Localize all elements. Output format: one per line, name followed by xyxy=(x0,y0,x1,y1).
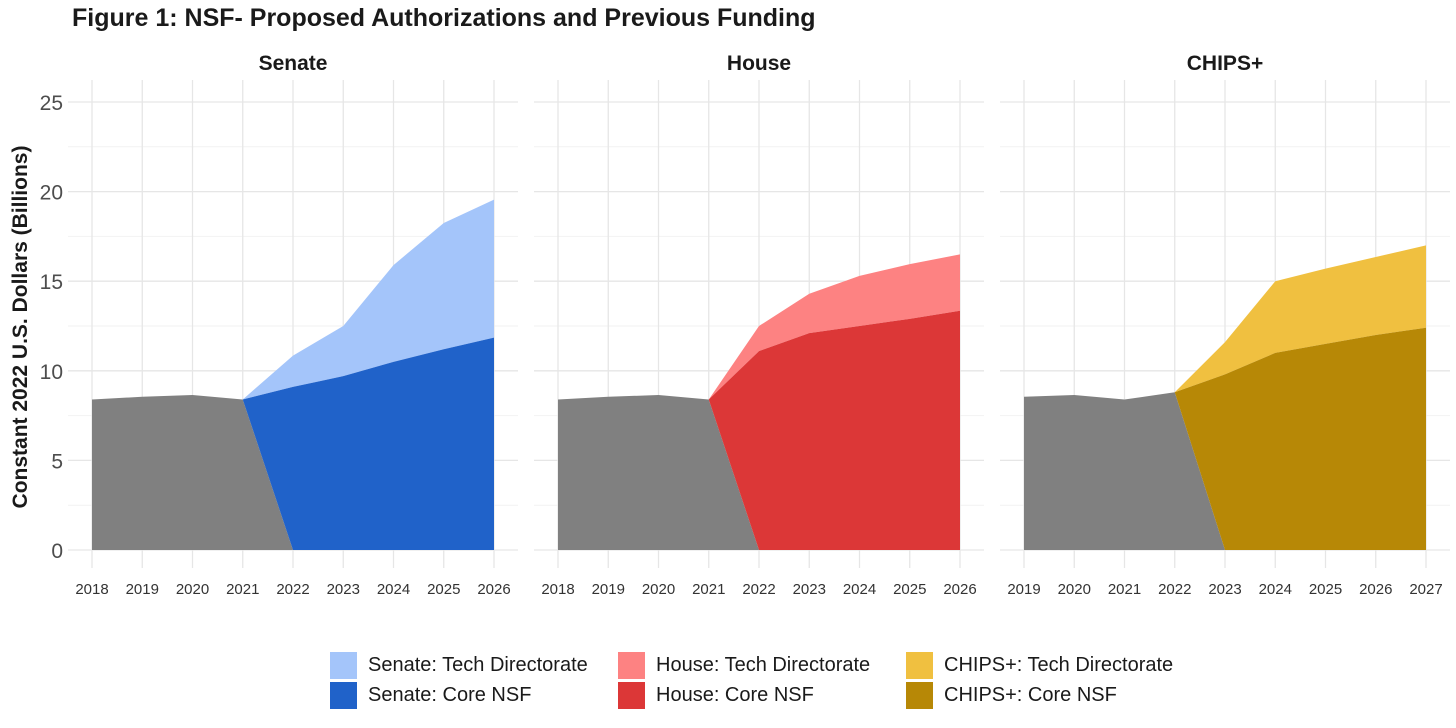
panel-title: CHIPS+ xyxy=(1187,52,1263,75)
x-tick-label: 2023 xyxy=(327,581,360,598)
legend-swatch xyxy=(330,651,357,679)
legend-label: CHIPS+: Tech Directorate xyxy=(944,653,1174,676)
legend-swatch xyxy=(618,681,645,709)
tech-directorate-area xyxy=(1174,245,1426,393)
panel-0: Senate 2018 2019 2020 2021 2022 2023 2024 2025 20… xyxy=(68,52,518,598)
previous-funding-area xyxy=(1024,392,1225,550)
tech-directorate-area xyxy=(708,254,960,400)
x-tick-label: 2025 xyxy=(1309,581,1342,598)
x-tick-label: 2019 xyxy=(126,581,159,598)
legend-item-chips-tech: CHIPS+: Tech Directorate xyxy=(906,651,1206,679)
figure-title: Figure 1: NSF- Proposed Authorizations a… xyxy=(72,4,816,32)
y-tick-label: 0 xyxy=(51,540,63,563)
x-tick-label: 2024 xyxy=(1259,581,1292,598)
y-axis-label: Constant 2022 U.S. Dollars (Billions) xyxy=(9,146,32,509)
x-tick-label: 2021 xyxy=(1108,581,1141,598)
legend-swatch xyxy=(906,651,933,679)
y-tick-label: 20 xyxy=(40,182,63,205)
legend-swatch xyxy=(906,681,933,709)
legend-item-chips-core: CHIPS+: Core NSF xyxy=(906,681,1206,709)
x-tick-label: 2022 xyxy=(276,581,309,598)
y-tick-label: 10 xyxy=(40,361,63,384)
panel-title: Senate xyxy=(259,52,328,75)
core-nsf-area xyxy=(708,310,960,550)
previous-funding-area xyxy=(92,394,293,550)
legend-item-senate-core: Senate: Core NSF xyxy=(330,681,618,709)
x-tick-label: 2020 xyxy=(176,581,209,598)
panel-title: House xyxy=(727,52,791,75)
legend-item-senate-tech: Senate: Tech Directorate xyxy=(330,651,618,679)
legend-label: Senate: Tech Directorate xyxy=(368,653,588,676)
x-tick-label: 2025 xyxy=(893,581,926,598)
legend-label: CHIPS+: Core NSF xyxy=(944,683,1117,706)
x-tick-label: 2020 xyxy=(642,581,675,598)
x-tick-label: 2018 xyxy=(75,581,108,598)
x-tick-label: 2024 xyxy=(377,581,410,598)
previous-funding-area xyxy=(558,394,759,550)
x-tick-label: 2026 xyxy=(1359,581,1392,598)
x-tick-label: 2026 xyxy=(943,581,976,598)
x-tick-label: 2024 xyxy=(843,581,876,598)
x-tick-label: 2025 xyxy=(427,581,460,598)
x-tick-label: 2022 xyxy=(742,581,775,598)
legend-label: Senate: Core NSF xyxy=(368,683,532,706)
panel-1: House 2018 2019 2020 2021 2022 2023 2024 2025 202… xyxy=(534,52,984,598)
x-tick-label: 2020 xyxy=(1058,581,1091,598)
x-tick-label: 2019 xyxy=(592,581,625,598)
legend-item-house-core: House: Core NSF xyxy=(618,681,906,709)
y-tick-label: 15 xyxy=(40,271,63,294)
x-tick-label: 2023 xyxy=(793,581,826,598)
core-nsf-area xyxy=(1174,327,1426,550)
x-tick-label: 2021 xyxy=(692,581,725,598)
x-tick-label: 2021 xyxy=(226,581,259,598)
legend-swatch xyxy=(618,651,645,679)
legend-swatch xyxy=(330,681,357,709)
panel-2: CHIPS+ 2019 2020 2021 2022 2023 2024 2025 2026 20… xyxy=(1000,52,1450,598)
x-tick-label: 2023 xyxy=(1208,581,1241,598)
x-tick-label: 2019 xyxy=(1007,581,1040,598)
legend-item-house-tech: House: Tech Directorate xyxy=(618,651,906,679)
x-tick-label: 2027 xyxy=(1409,581,1442,598)
legend-label: House: Tech Directorate xyxy=(656,653,871,676)
y-tick-label: 25 xyxy=(40,92,63,115)
legend-label: House: Core NSF xyxy=(656,683,814,706)
core-nsf-area xyxy=(242,337,494,550)
x-tick-label: 2026 xyxy=(477,581,510,598)
y-tick-label: 5 xyxy=(51,450,63,473)
chart-area: Constant 2022 U.S. Dollars (Billions) Se… xyxy=(9,52,1450,598)
legend: Senate: Tech Directorate House: Tech Dir… xyxy=(330,651,1206,709)
x-tick-label: 2018 xyxy=(541,581,574,598)
tech-directorate-area xyxy=(242,199,494,400)
x-tick-label: 2022 xyxy=(1158,581,1191,598)
